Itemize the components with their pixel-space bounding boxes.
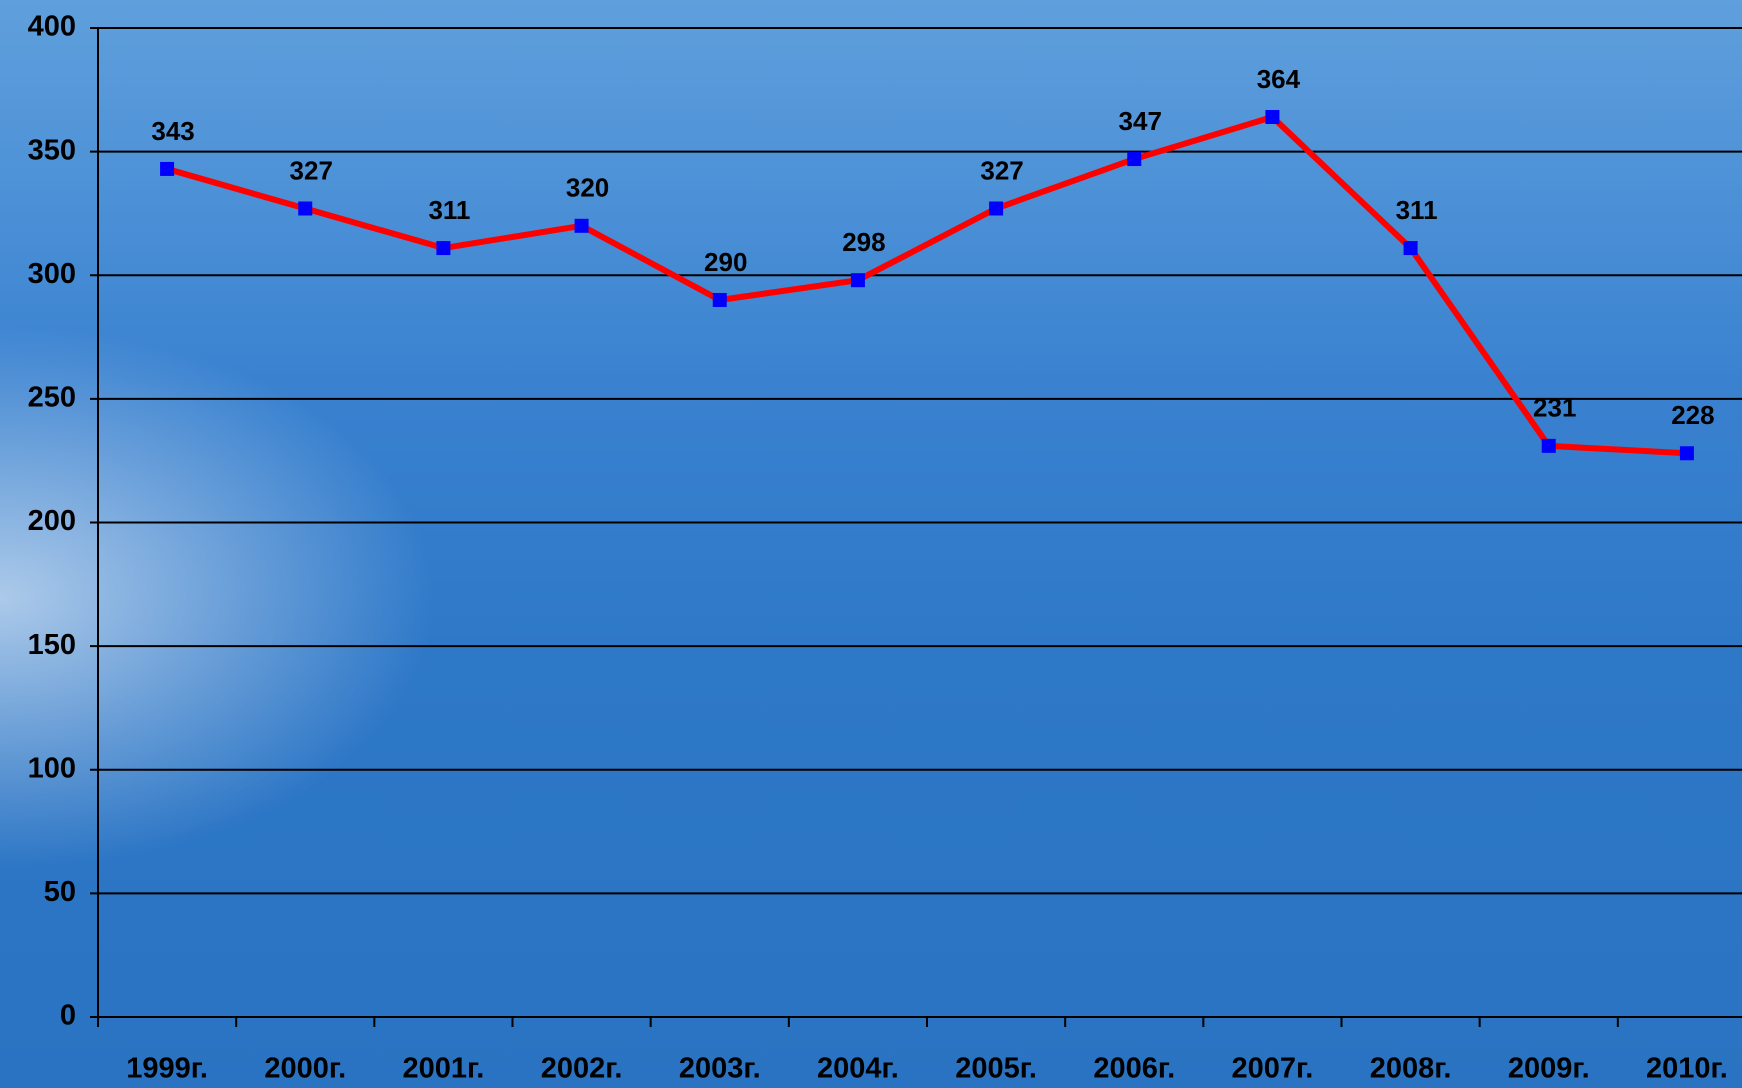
x-tick-label: 2008г. [1370,1053,1452,1085]
data-label: 327 [980,155,1023,185]
marker [1542,439,1556,453]
data-label: 228 [1671,400,1714,430]
marker [160,162,174,176]
y-tick-label: 250 [28,382,76,414]
marker [1127,152,1141,166]
x-tick-label: 2010г. [1646,1053,1728,1085]
x-tick-label: 1999г. [126,1053,208,1085]
x-tick-label: 2004г. [817,1053,899,1085]
marker [298,201,312,215]
x-tick-label: 2007г. [1232,1053,1314,1085]
marker [851,273,865,287]
data-label: 327 [290,155,333,185]
data-label: 231 [1533,393,1576,423]
x-tick-label: 2006г. [1093,1053,1175,1085]
y-tick-label: 150 [28,629,76,661]
marker [1680,446,1694,460]
data-label: 290 [704,247,747,277]
page: {"chart_data": {"type": "line", "categor… [0,0,1742,1088]
marker [713,293,727,307]
marker [1265,110,1279,124]
data-label: 311 [1396,195,1438,225]
chart: 0 50 100 150 200 250 300 350 400 1999г. 2000г. 2001… [0,0,1742,1088]
y-tick-label: 50 [44,876,76,908]
x-tick-label: 2009г. [1508,1053,1590,1085]
data-label: 364 [1257,64,1301,94]
y-tick-label: 300 [28,258,76,290]
y-tick-label: 350 [28,134,76,166]
data-label: 343 [151,116,194,146]
data-label: 298 [842,227,885,257]
marker [436,241,450,255]
data-label: 347 [1119,106,1162,136]
y-tick-label: 100 [28,752,76,784]
background-glow [0,0,1742,1088]
x-tick-label: 2002г. [541,1053,623,1085]
x-tick-label: 2003г. [679,1053,761,1085]
x-tick-label: 2000г. [264,1053,346,1085]
y-tick-label: 400 [28,11,76,43]
y-tick-label: 200 [28,505,76,537]
x-tick-label: 2001г. [403,1053,485,1085]
marker [989,201,1003,215]
y-tick-label: 0 [60,1000,76,1032]
marker [1404,241,1418,255]
data-label: 320 [566,173,609,203]
data-label: 311 [428,195,470,225]
x-tick-label: 2005г. [955,1053,1037,1085]
marker [575,219,589,233]
